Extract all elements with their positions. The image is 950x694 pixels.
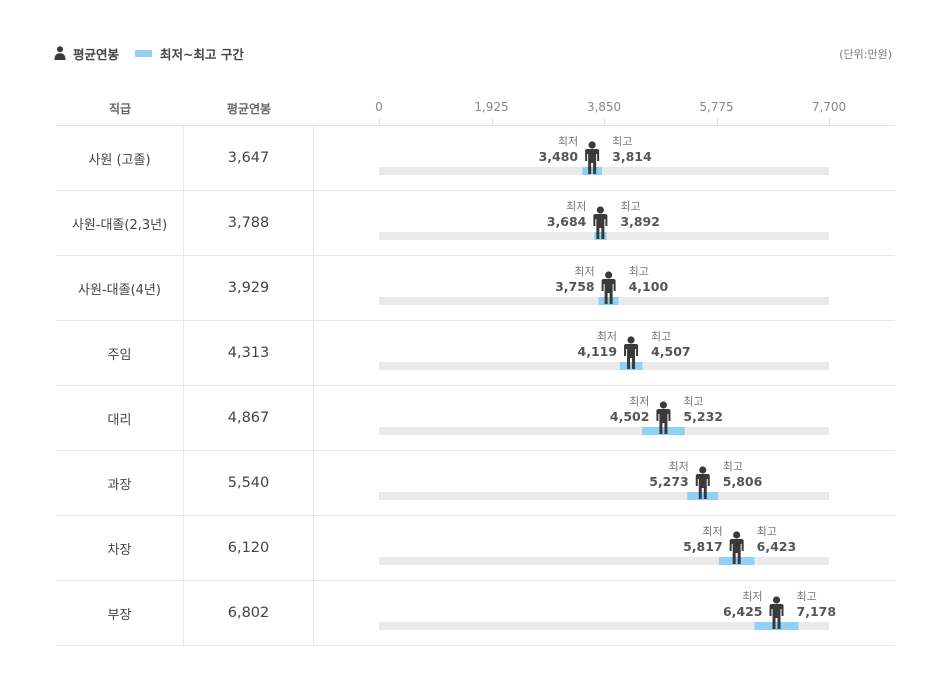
tick-mark (604, 118, 605, 126)
grade-label: 주임 (56, 321, 184, 385)
grade-label: 부장 (56, 581, 184, 645)
tick-mark (716, 118, 718, 126)
avg-salary: 4,313 (184, 321, 314, 385)
legend: 평균연봉 최저~최고 구간 (54, 44, 244, 62)
grade-label: 사원 (고졸) (56, 126, 184, 190)
grade-label: 대리 (56, 386, 184, 450)
table-row: 사원 (고졸) 3,647 (56, 126, 895, 191)
tick-label: 3,850 (586, 100, 622, 114)
avg-salary: 3,929 (184, 256, 314, 320)
legend-avg-label: 평균연봉 (73, 46, 120, 62)
header-grade: 직급 (108, 102, 132, 116)
table-row: 차장 6,120 (56, 516, 895, 581)
unit-label: (단위:만원) (839, 48, 892, 61)
avg-salary: 3,647 (184, 126, 314, 190)
tick-mark (829, 118, 830, 126)
tick-mark (379, 118, 380, 126)
salary-table: 사원 (고졸) 3,647 사원-대졸(2,3년) 3,788 사원-대졸(4년) 3,9… (56, 126, 895, 646)
table-row: 주임 4,313 (56, 321, 895, 386)
table-row: 사원-대졸(4년) 3,929 (56, 256, 895, 321)
avg-salary: 6,120 (184, 516, 314, 580)
tick-label: 7,700 (811, 100, 847, 114)
tick-label: 1,925 (474, 100, 509, 114)
range-swatch (135, 49, 153, 57)
tick-label: 0 (375, 100, 383, 114)
table-row: 사원-대졸(2,3년) 3,788 (56, 191, 895, 256)
header-avg: 평균연봉 (226, 102, 272, 116)
tick-mark (491, 118, 493, 126)
grade-label: 사원-대졸(4년) (56, 256, 184, 320)
table-row: 부장 6,802 (56, 581, 895, 646)
table-row: 과장 5,540 (56, 451, 895, 516)
person-icon (54, 46, 66, 60)
table-header: 직급 평균연봉 (56, 90, 895, 126)
grade-label: 사원-대졸(2,3년) (56, 191, 184, 255)
table-row: 대리 4,867 (56, 386, 895, 451)
tick-label: 5,775 (699, 100, 734, 114)
avg-salary: 5,540 (184, 451, 314, 515)
legend-range-label: 최저~최고 구간 (160, 46, 244, 62)
grade-label: 차장 (56, 516, 184, 580)
avg-salary: 3,788 (184, 191, 314, 255)
avg-salary: 4,867 (184, 386, 314, 450)
grade-label: 과장 (56, 451, 184, 515)
avg-salary: 6,802 (184, 581, 314, 645)
